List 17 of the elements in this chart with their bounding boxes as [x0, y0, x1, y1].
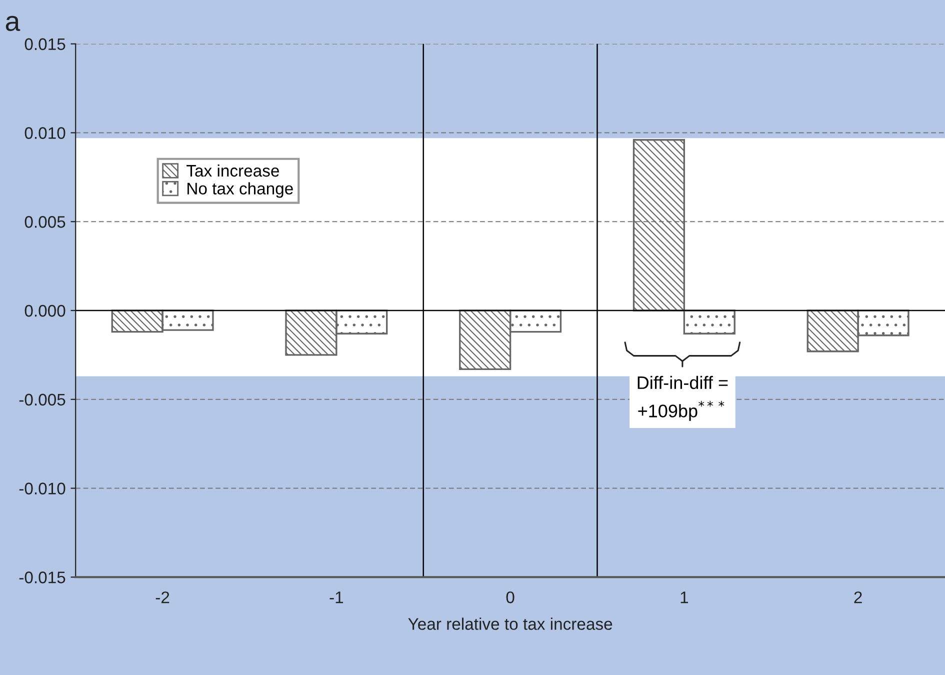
- y-tick-label: 0.010: [24, 127, 66, 139]
- y-tick-label: 0.015: [24, 38, 66, 50]
- x-axis-title: Year relative to tax increase: [408, 618, 612, 630]
- x-tick-label: 2: [854, 591, 862, 604]
- y-tick-label: -0.010: [19, 482, 66, 494]
- annotation: Diff-in-diff = +109bp$^{***}$: [638, 376, 728, 421]
- chart-title: a: [6, 16, 20, 32]
- x-tick-label: -1: [330, 592, 344, 604]
- legend-label: Tax increase: [186, 164, 279, 177]
- x-tick-label: -2: [156, 591, 170, 604]
- x-tick-label: 1: [680, 592, 688, 604]
- x-tick-label: 0: [506, 591, 514, 604]
- legend-label: No tax change: [188, 182, 293, 198]
- y-tick-label: 0.000: [24, 304, 66, 317]
- y-tick-label: 0.005: [24, 216, 66, 228]
- y-tick-label: -0.005: [19, 394, 66, 406]
- y-tick-label: -0.015: [19, 572, 66, 584]
